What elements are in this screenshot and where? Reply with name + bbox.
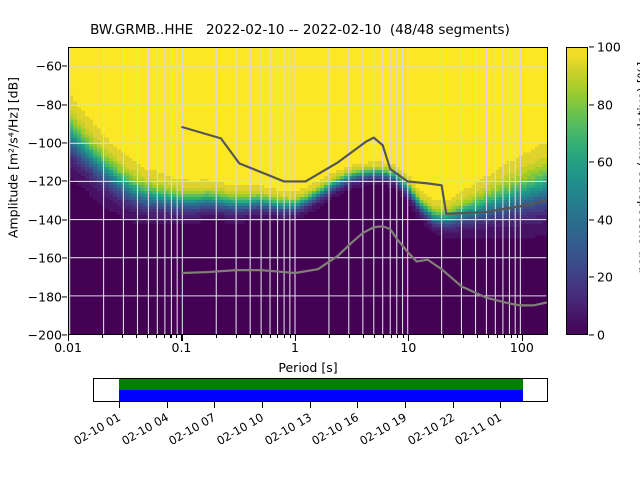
- timeline-tick-mark: [452, 402, 454, 408]
- x-minor-tick: [176, 335, 178, 338]
- y-tick-mark: [62, 65, 67, 67]
- x-tick-label: 1: [290, 340, 299, 355]
- page-title: BW.GRMB..HHE 2022-02-10 -- 2022-02-10 (4…: [90, 22, 510, 38]
- colorbar-tick-label: 100: [597, 39, 621, 55]
- x-minor-tick: [170, 335, 172, 338]
- x-tick-label: 100: [509, 340, 534, 355]
- timeline-tick-mark: [166, 402, 168, 408]
- colorbar-tick-mark: [589, 276, 594, 278]
- grid-lines: [69, 48, 547, 334]
- x-minor-tick: [383, 335, 385, 338]
- x-minor-tick: [496, 335, 498, 338]
- x-axis-ticks: [68, 335, 548, 343]
- x-tick-label: 0.1: [171, 340, 192, 355]
- timeline-tick-mark: [214, 402, 216, 408]
- colorbar-tick-mark: [589, 104, 594, 106]
- x-minor-tick: [235, 335, 237, 338]
- y-tick-label: −200: [27, 327, 62, 343]
- x-minor-tick: [476, 335, 478, 338]
- timeline-tick-mark: [404, 402, 406, 408]
- y-axis-title: Amplitude [m²/s⁴/Hz] [dB]: [5, 76, 21, 239]
- y-tick-mark: [62, 296, 67, 298]
- x-minor-tick: [283, 335, 286, 338]
- x-tick-label: 10: [400, 340, 417, 355]
- x-minor-tick: [397, 335, 399, 338]
- x-axis-tick-labels: 0.01 0.1 1 10 100: [54, 338, 548, 358]
- colorbar-tick-mark: [589, 219, 594, 221]
- x-axis-title: Period [s]: [278, 360, 338, 375]
- y-axis-ticks: [0, 47, 68, 336]
- y-tick-label: −120: [27, 173, 62, 189]
- x-minor-tick: [102, 335, 104, 338]
- y-tick-label: −80: [35, 97, 62, 113]
- y-tick-mark: [62, 219, 67, 221]
- ppsd-heatmap-axes[interactable]: [68, 47, 548, 335]
- colorbar-title: non-exceedance (cumulative) [%]: [634, 61, 640, 274]
- timeline-tick-mark: [357, 402, 359, 408]
- x-minor-tick: [163, 335, 165, 338]
- x-minor-tick: [136, 335, 138, 338]
- colorbar-ticks: 0 20 40 60 80 100: [566, 40, 621, 343]
- noise-model-curves: [181, 126, 547, 307]
- x-major-tick: [408, 335, 410, 341]
- x-minor-tick: [156, 335, 158, 338]
- x-minor-tick: [215, 335, 217, 338]
- x-minor-tick: [277, 335, 279, 338]
- y-tick-mark: [62, 142, 67, 144]
- x-minor-tick: [147, 335, 149, 338]
- y-tick-label: −140: [27, 212, 62, 228]
- colorbar-tick-mark: [589, 46, 594, 48]
- x-major-tick: [181, 335, 183, 341]
- x-minor-tick: [363, 335, 365, 338]
- colorbar-tick-label: 0: [597, 327, 605, 343]
- y-tick-label: −180: [27, 289, 62, 305]
- x-major-tick: [68, 335, 70, 341]
- y-axis-tick-labels: −60 −80 −100 −120 −140 −160 −180 −200: [0, 47, 62, 343]
- x-minor-tick: [122, 335, 124, 338]
- x-minor-tick: [403, 335, 405, 338]
- x-minor-tick: [504, 335, 506, 338]
- colorbar-tick-label: 20: [597, 269, 613, 285]
- y-tick-label: −160: [27, 250, 62, 266]
- colorbar: [566, 47, 588, 335]
- x-minor-tick: [442, 335, 444, 338]
- timeline-bar-green: [118, 379, 524, 390]
- colorbar-tick-mark: [589, 161, 594, 163]
- x-minor-tick: [516, 335, 518, 338]
- y-tick-mark: [62, 104, 67, 106]
- timeline-tick-labels: 02-10 01 02-10 04 02-10 07 02-10 10 02-10 13…: [0, 408, 640, 468]
- colorbar-tick-mark: [589, 334, 594, 336]
- colorbar-tick-label: 40: [597, 212, 613, 228]
- y-tick-label: −100: [27, 135, 62, 151]
- coverage-timeline[interactable]: [93, 378, 548, 402]
- y-tick-mark: [62, 334, 67, 336]
- x-major-tick: [521, 335, 523, 341]
- timeline-tick-mark: [309, 402, 311, 408]
- timeline-tick-mark: [119, 402, 121, 408]
- timeline-tick-mark: [261, 402, 264, 408]
- y-tick-label: −60: [35, 58, 62, 74]
- x-minor-tick: [349, 335, 351, 338]
- x-major-tick: [294, 335, 297, 341]
- x-minor-tick: [390, 335, 392, 338]
- x-minor-tick: [487, 335, 489, 338]
- timeline-bar-blue: [118, 389, 524, 401]
- colorbar-tick-label: 80: [597, 97, 613, 113]
- x-minor-tick: [329, 335, 331, 338]
- x-minor-tick: [510, 335, 512, 338]
- x-minor-tick: [269, 335, 271, 338]
- x-minor-tick: [374, 335, 376, 338]
- x-minor-tick: [462, 335, 464, 338]
- x-minor-tick: [289, 335, 291, 338]
- x-minor-tick: [249, 335, 251, 338]
- timeline-tick-mark: [500, 402, 502, 408]
- x-tick-label: 0.01: [54, 340, 82, 355]
- y-tick-mark: [62, 257, 67, 259]
- colorbar-tick-label: 60: [597, 154, 613, 170]
- y-tick-mark: [62, 180, 67, 182]
- x-minor-tick: [260, 335, 262, 338]
- timeline-ticks: [93, 402, 548, 409]
